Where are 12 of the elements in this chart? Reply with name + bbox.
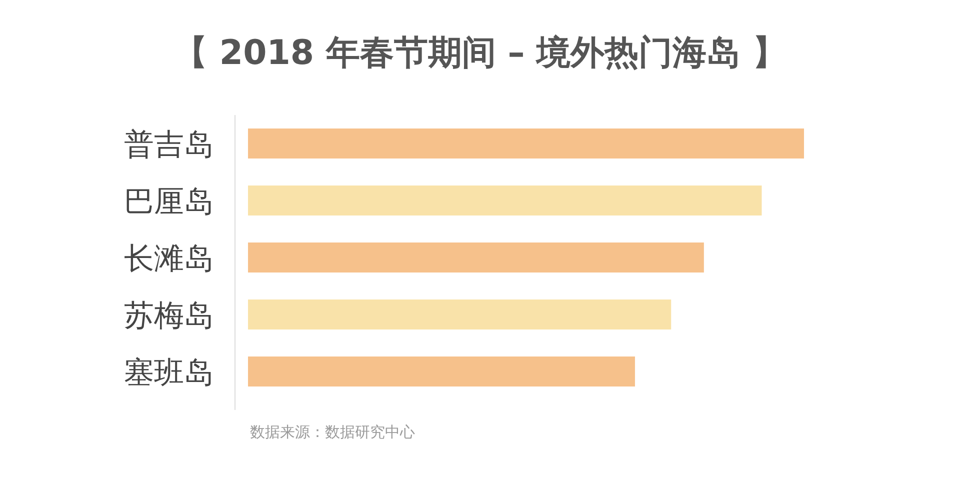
y-tick-label: 苏梅岛 <box>124 298 214 334</box>
bar <box>248 128 804 158</box>
y-tick-label: 普吉岛 <box>124 128 214 162</box>
bar <box>248 242 704 272</box>
bar <box>248 356 635 386</box>
y-tick-label: 塞班岛 <box>124 356 214 390</box>
y-tick-label: 长滩岛 <box>124 242 214 276</box>
source-note: 数据来源：数据研究中心 <box>250 423 415 441</box>
chart-title: 【 2018 年春节期间 – 境外热门海岛 】 <box>174 33 786 73</box>
y-tick-label: 巴厘岛 <box>124 184 214 220</box>
bar <box>248 186 762 216</box>
bar <box>248 300 672 330</box>
